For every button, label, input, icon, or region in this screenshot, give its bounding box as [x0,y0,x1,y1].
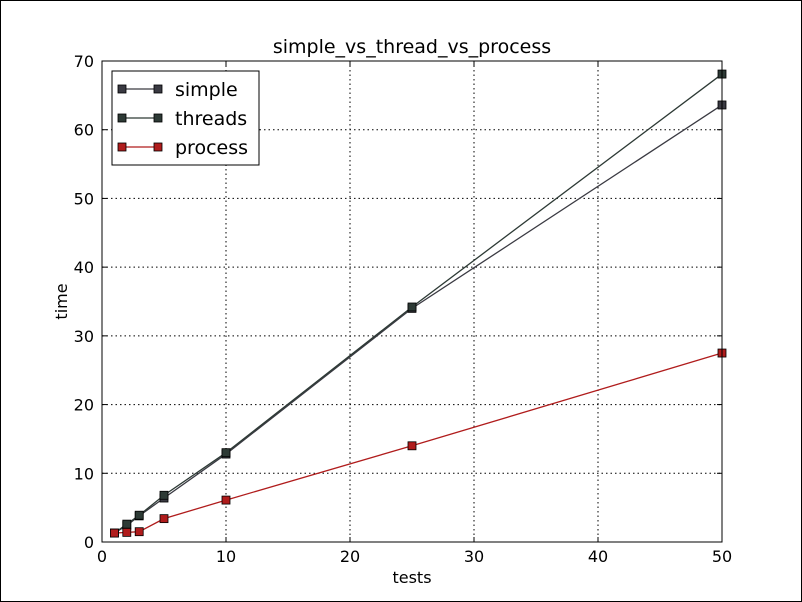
chart-title: simple_vs_thread_vs_process [273,36,551,58]
y-tick-label: 50 [74,189,94,208]
x-tick-label: 20 [340,547,360,566]
y-tick-label: 10 [74,464,94,483]
legend-marker-threads [153,113,163,123]
legend-label-process: process [175,137,248,159]
data-point-process [159,514,169,524]
x-tick-label: 0 [97,547,107,566]
legend-marker-threads [117,113,127,123]
y-axis-label: time [52,283,71,319]
x-tick-label: 40 [588,547,608,566]
y-tick-label: 70 [74,52,94,71]
y-tick-label: 0 [84,533,94,552]
data-point-process [110,528,119,538]
legend-marker-process [153,142,163,152]
axis-ticks: 0 10 20 30 40 50 0 10 20 30 40 50 60 70 [74,52,733,566]
data-point-process [122,527,132,537]
legend-marker-simple [153,84,163,94]
legend-marker-simple [117,84,127,94]
y-tick-label: 30 [74,327,94,346]
x-axis-label: tests [392,568,431,587]
legend-label-threads: threads [175,108,247,130]
x-tick-label: 10 [216,547,236,566]
data-point-process [407,441,417,451]
data-point-threads [159,490,169,500]
legend-label-simple: simple [175,79,238,101]
y-tick-label: 20 [74,396,94,415]
x-tick-label: 30 [464,547,484,566]
legend-marker-process [117,142,127,152]
plot-border [101,60,723,543]
data-point-process [221,495,231,505]
data-point-threads [122,519,132,529]
grid-lines [102,61,722,542]
data-point-threads [407,302,417,312]
data-point-threads [221,448,231,458]
legend: simple threads process [111,70,260,166]
x-tick-label: 50 [712,547,732,566]
y-tick-label: 40 [74,258,94,277]
y-tick-label: 60 [74,121,94,140]
data-point-process [134,527,144,537]
data-point-threads [134,510,144,520]
